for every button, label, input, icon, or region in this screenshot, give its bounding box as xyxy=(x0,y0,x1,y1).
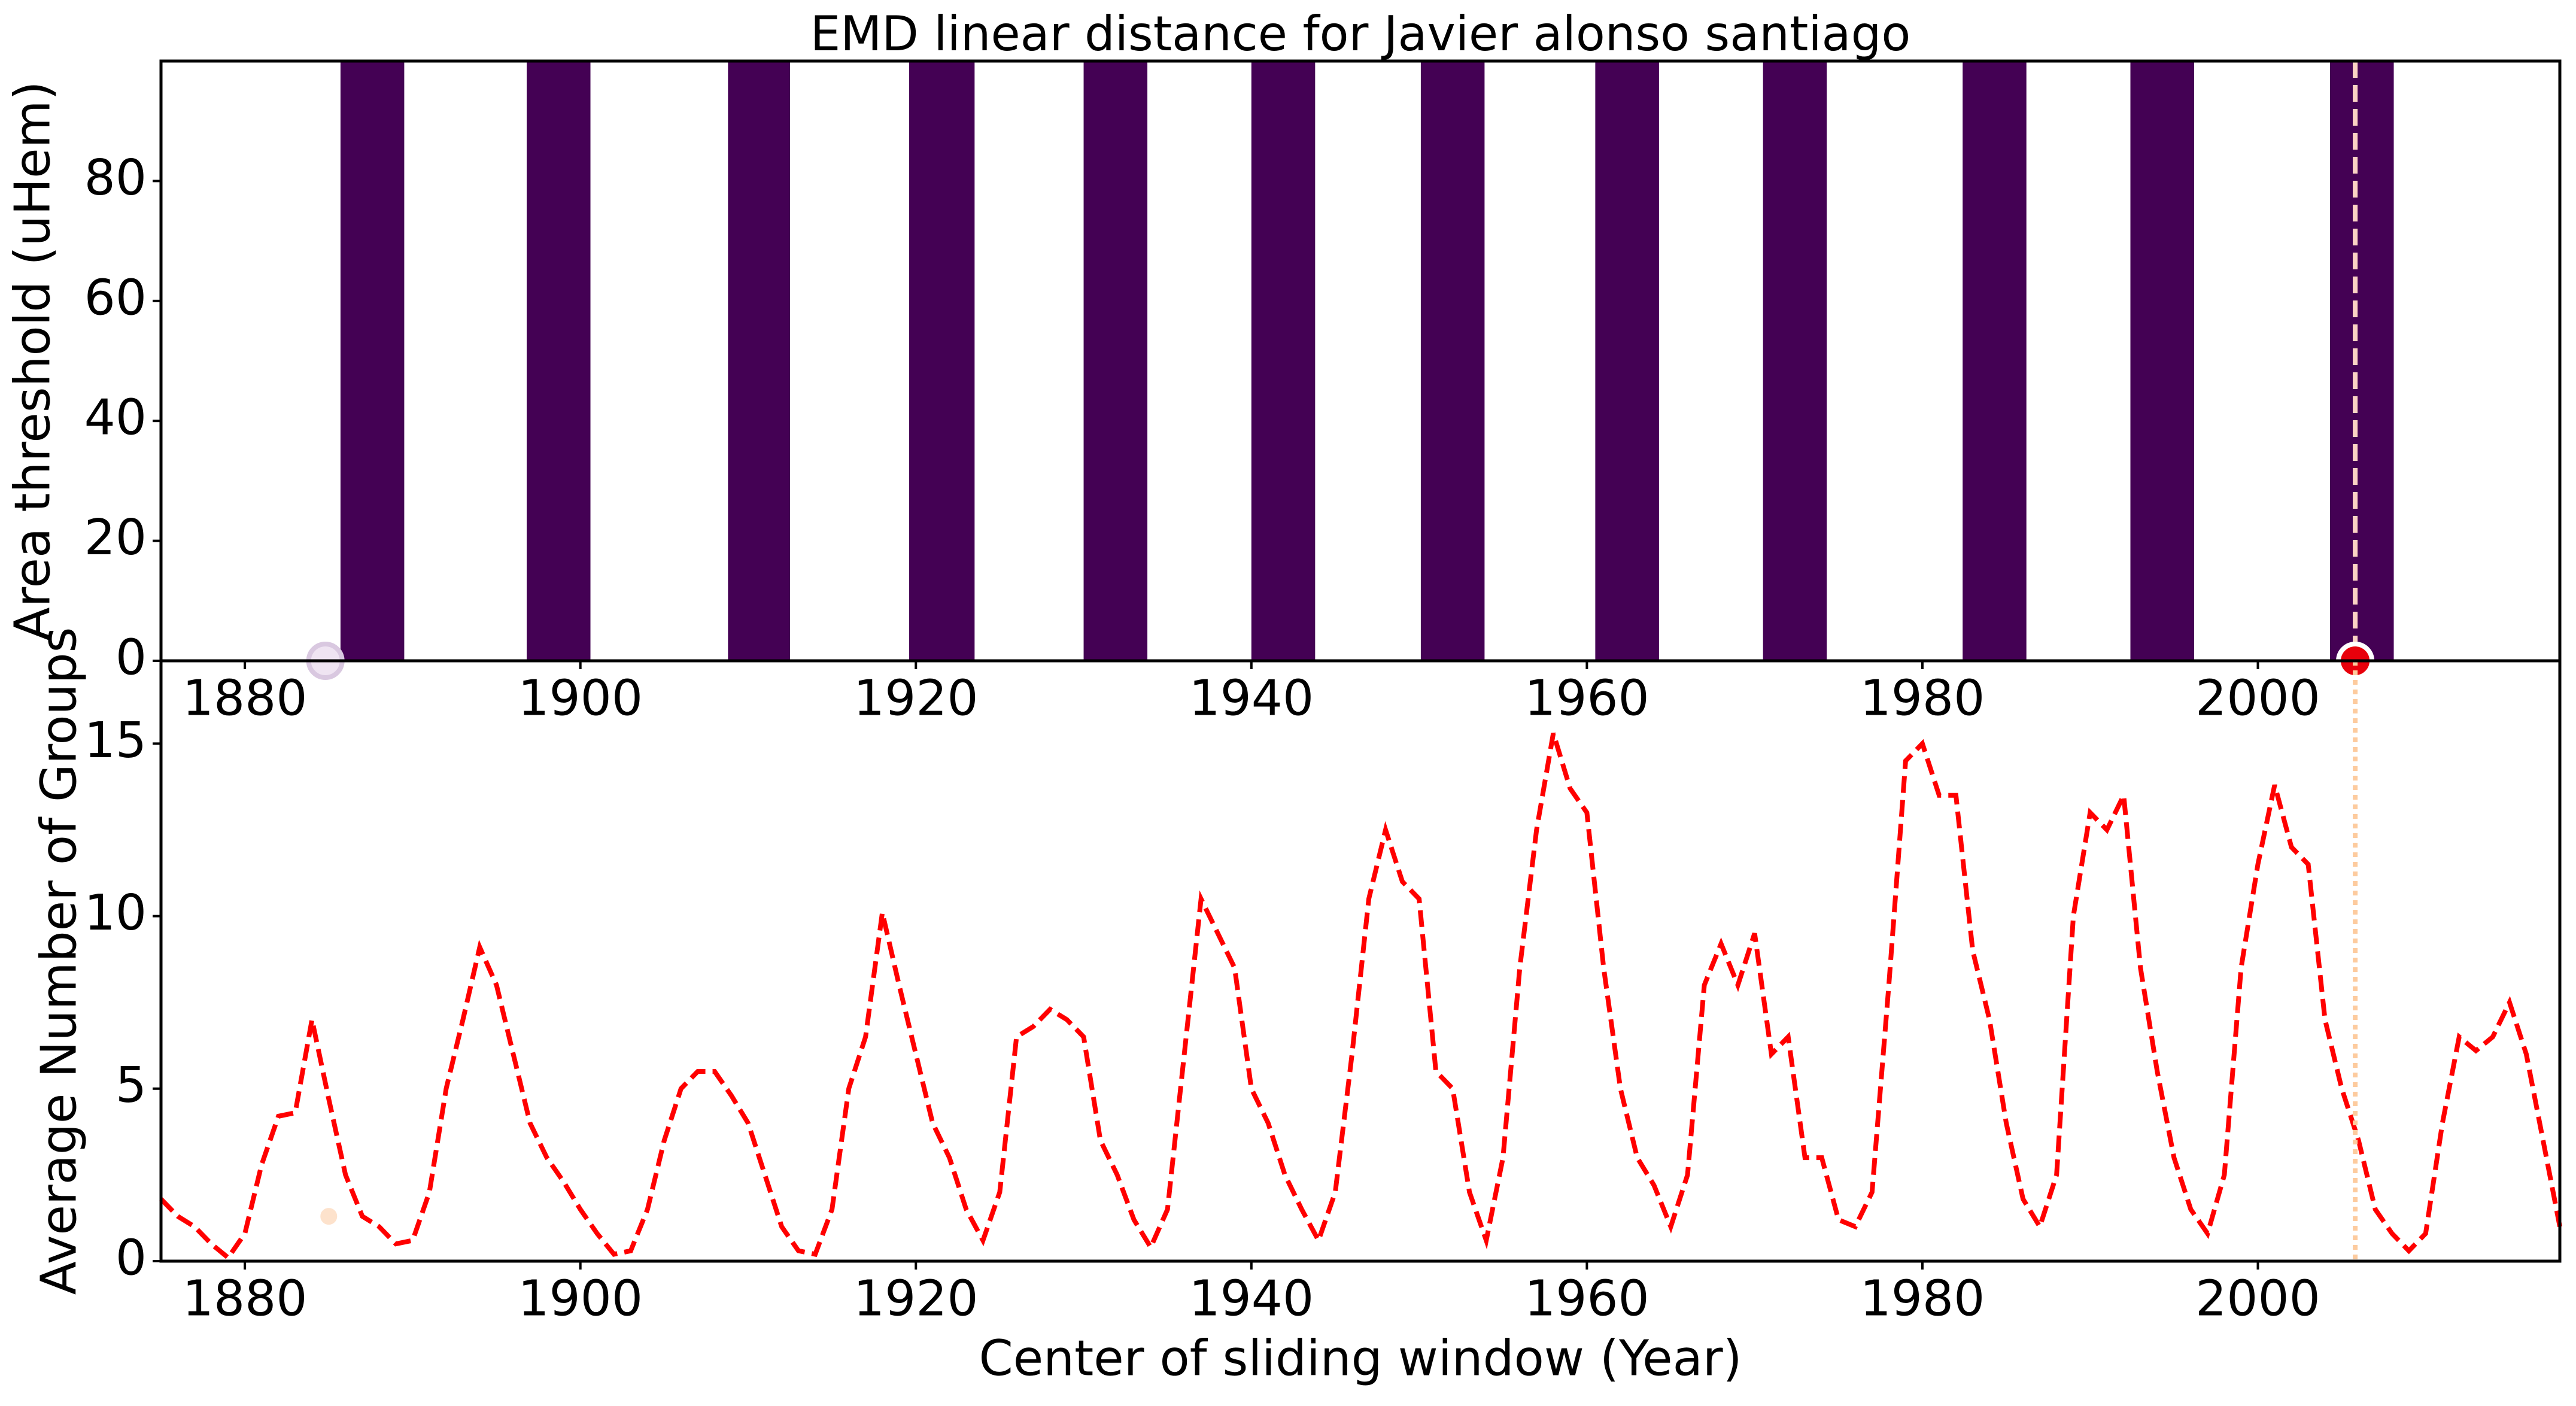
y-tick-label: 0 xyxy=(116,629,147,686)
x-tick-label: 1940 xyxy=(1189,670,1314,727)
y-tick-label: 80 xyxy=(84,150,147,207)
data-line xyxy=(159,732,2562,1262)
x-tick-label: 2000 xyxy=(2195,670,2320,727)
x-tick-label: 1900 xyxy=(518,670,643,727)
axes-frame xyxy=(159,659,2562,1263)
x-tick-label: 1900 xyxy=(518,1270,643,1327)
x-tick-label: 1940 xyxy=(1189,1270,1314,1327)
bar xyxy=(1963,61,2027,661)
y-tick-label: 10 xyxy=(84,885,147,942)
bar xyxy=(1420,61,1485,661)
x-tick-label: 1960 xyxy=(1524,670,1650,727)
x-tick-label: 1880 xyxy=(183,1270,308,1327)
y-axis-label: Area threshold (uHem) xyxy=(4,81,61,641)
x-tick-label: 1960 xyxy=(1524,1270,1650,1327)
bar xyxy=(1595,61,1659,661)
axes-frame xyxy=(159,59,2562,663)
bar xyxy=(728,61,791,661)
bar xyxy=(2330,61,2394,661)
x-tick-label: 1980 xyxy=(1860,670,1985,727)
y-tick-label: 60 xyxy=(84,269,147,326)
x-tick-label: 1920 xyxy=(853,670,979,727)
chart-title: EMD linear distance for Javier alonso sa… xyxy=(810,6,1911,62)
bar xyxy=(909,61,975,661)
y-tick-label: 40 xyxy=(84,390,147,447)
marker xyxy=(320,1208,338,1225)
bar xyxy=(527,61,591,661)
y-axis-label: Average Number of Groups xyxy=(31,627,87,1295)
bar xyxy=(2130,61,2194,661)
bar xyxy=(1083,61,1148,661)
x-tick-label: 2000 xyxy=(2195,1270,2320,1327)
x-tick-label: 1980 xyxy=(1860,1270,1985,1327)
x-tick-label: 1880 xyxy=(183,670,308,727)
bar xyxy=(1251,61,1316,661)
y-tick-label: 20 xyxy=(84,509,147,566)
x-axis-label: Center of sliding window (Year) xyxy=(979,1330,1742,1387)
y-tick-label: 0 xyxy=(116,1229,147,1286)
bar xyxy=(1763,61,1827,661)
bar xyxy=(340,61,405,661)
y-tick-label: 5 xyxy=(116,1057,147,1114)
x-tick-label: 1920 xyxy=(853,1270,979,1327)
y-tick-label: 15 xyxy=(84,712,147,769)
